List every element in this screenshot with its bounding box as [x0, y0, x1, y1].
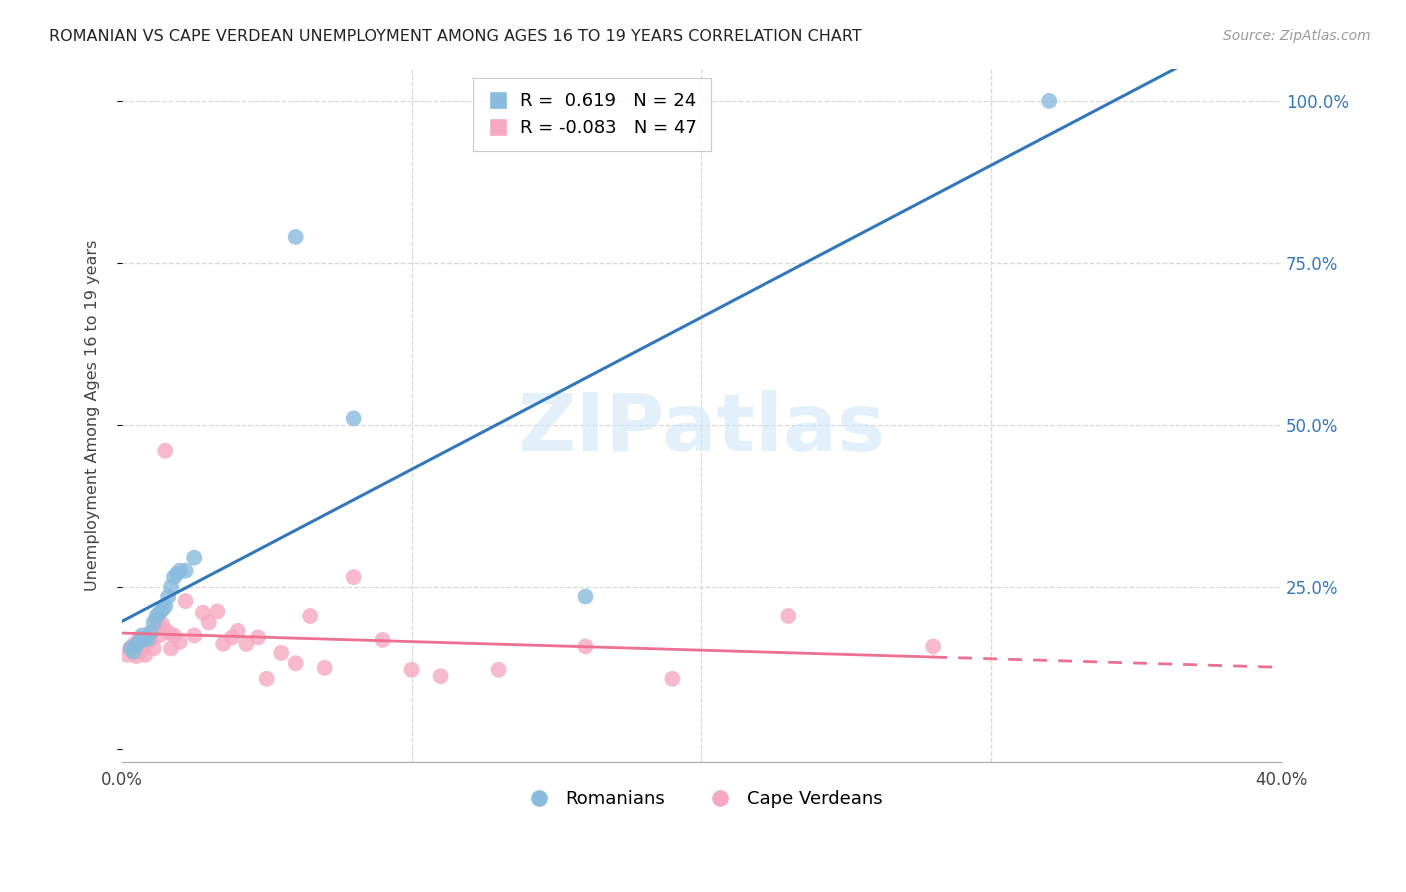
Point [117, 648, 139, 662]
Point [270, 646, 292, 660]
Point [371, 632, 394, 647]
Point [221, 631, 243, 645]
Point [139, 626, 162, 640]
Point [661, 672, 683, 686]
Point [778, 609, 800, 624]
Point [131, 638, 153, 652]
Point [125, 649, 148, 664]
Point [163, 628, 186, 642]
Point [488, 663, 510, 677]
Point [145, 612, 167, 626]
Point [226, 624, 249, 638]
Point [429, 669, 451, 683]
Point [343, 411, 366, 425]
Point [574, 640, 596, 654]
Point [122, 638, 145, 652]
Point [197, 615, 219, 630]
Point [128, 632, 150, 646]
Point [120, 641, 142, 656]
Point [155, 599, 177, 614]
Point [1038, 94, 1060, 108]
Point [169, 564, 191, 578]
Point [157, 625, 180, 640]
Point [128, 635, 150, 649]
Point [152, 602, 174, 616]
Legend: Romanians, Cape Verdeans: Romanians, Cape Verdeans [513, 782, 890, 815]
Point [174, 594, 197, 608]
Point [256, 672, 278, 686]
Point [134, 632, 156, 646]
Point [148, 606, 170, 620]
Text: ROMANIAN VS CAPE VERDEAN UNEMPLOYMENT AMONG AGES 16 TO 19 YEARS CORRELATION CHAR: ROMANIAN VS CAPE VERDEAN UNEMPLOYMENT AM… [49, 29, 862, 44]
Point [122, 645, 145, 659]
Point [183, 550, 205, 565]
Y-axis label: Unemployment Among Ages 16 to 19 years: Unemployment Among Ages 16 to 19 years [86, 239, 100, 591]
Point [152, 617, 174, 632]
Point [169, 635, 191, 649]
Point [157, 590, 180, 604]
Text: ZIPatlas: ZIPatlas [517, 390, 886, 468]
Point [284, 657, 307, 671]
Point [922, 640, 945, 654]
Point [247, 631, 270, 645]
Point [191, 606, 214, 620]
Point [139, 625, 162, 640]
Point [125, 638, 148, 652]
Point [122, 646, 145, 660]
Point [207, 604, 229, 618]
Point [401, 663, 423, 677]
Point [136, 632, 159, 646]
Point [155, 443, 177, 458]
Point [125, 636, 148, 650]
Point [131, 628, 153, 642]
Point [174, 564, 197, 578]
Point [160, 641, 183, 656]
Point [574, 590, 596, 604]
Point [139, 632, 162, 647]
Point [212, 637, 235, 651]
Point [166, 566, 188, 581]
Point [148, 628, 170, 642]
Point [183, 628, 205, 642]
Point [284, 230, 307, 244]
Point [145, 609, 167, 624]
Point [120, 641, 142, 656]
Point [131, 643, 153, 657]
Point [235, 637, 257, 651]
Point [142, 641, 165, 656]
Point [299, 609, 322, 624]
Point [136, 635, 159, 649]
Point [142, 615, 165, 630]
Point [163, 570, 186, 584]
Point [160, 580, 183, 594]
Point [343, 570, 366, 584]
Point [314, 661, 336, 675]
Point [148, 620, 170, 634]
Text: Source: ZipAtlas.com: Source: ZipAtlas.com [1223, 29, 1371, 43]
Point [134, 648, 156, 662]
